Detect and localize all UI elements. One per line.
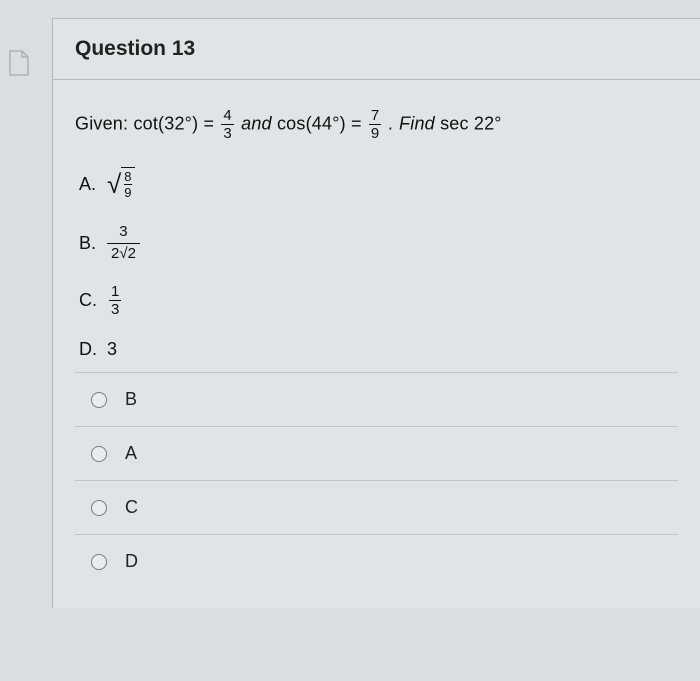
choice-c: C. 1 3 (79, 284, 678, 317)
cos-expression: cos(44°) = (277, 113, 367, 133)
choice-list: A. √ 8 9 B. 3 2√2 (79, 167, 678, 360)
choice-d-value: 3 (107, 339, 117, 360)
page-icon (8, 50, 30, 76)
find-expression: sec 22° (440, 113, 502, 133)
answer-option-b[interactable]: B (75, 372, 678, 426)
answer-label: D (125, 551, 138, 572)
answer-options: B A C D (75, 372, 678, 588)
answer-label: B (125, 389, 137, 410)
question-body: Given: cot(32°) = 4 3 and cos(44°) = 7 9… (53, 80, 700, 608)
answer-option-a[interactable]: A (75, 426, 678, 480)
question-header: Question 13 (53, 19, 700, 80)
choice-c-fraction: 1 3 (109, 284, 121, 317)
sqrt-expression: √ 8 9 (107, 167, 135, 202)
answer-option-c[interactable]: C (75, 480, 678, 534)
choice-d: D. 3 (79, 339, 678, 360)
choice-label: C. (79, 290, 107, 311)
given-label: Given: (75, 113, 133, 133)
radio-icon[interactable] (91, 500, 107, 516)
radicand-fraction: 8 9 (124, 170, 131, 199)
radio-icon[interactable] (91, 392, 107, 408)
radio-icon[interactable] (91, 446, 107, 462)
find-word: . Find (389, 113, 440, 133)
and-word: and (241, 113, 277, 133)
choice-a: A. √ 8 9 (79, 167, 678, 202)
choice-label: D. (79, 339, 107, 360)
answer-label: C (125, 497, 138, 518)
choice-label: A. (79, 174, 107, 195)
radio-icon[interactable] (91, 554, 107, 570)
answer-option-d[interactable]: D (75, 534, 678, 588)
cos-fraction: 7 9 (369, 108, 382, 141)
choice-b: B. 3 2√2 (79, 224, 678, 262)
answer-label: A (125, 443, 137, 464)
question-prompt: Given: cot(32°) = 4 3 and cos(44°) = 7 9… (75, 108, 678, 141)
radical-icon: √ (119, 245, 127, 262)
question-card: Question 13 Given: cot(32°) = 4 3 and co… (52, 18, 700, 608)
choice-b-fraction: 3 2√2 (107, 224, 140, 262)
question-title: Question 13 (75, 37, 678, 61)
cot-expression: cot(32°) = (133, 113, 219, 133)
cot-fraction: 4 3 (221, 108, 234, 141)
choice-label: B. (79, 233, 107, 254)
radical-icon: √ (107, 171, 121, 197)
